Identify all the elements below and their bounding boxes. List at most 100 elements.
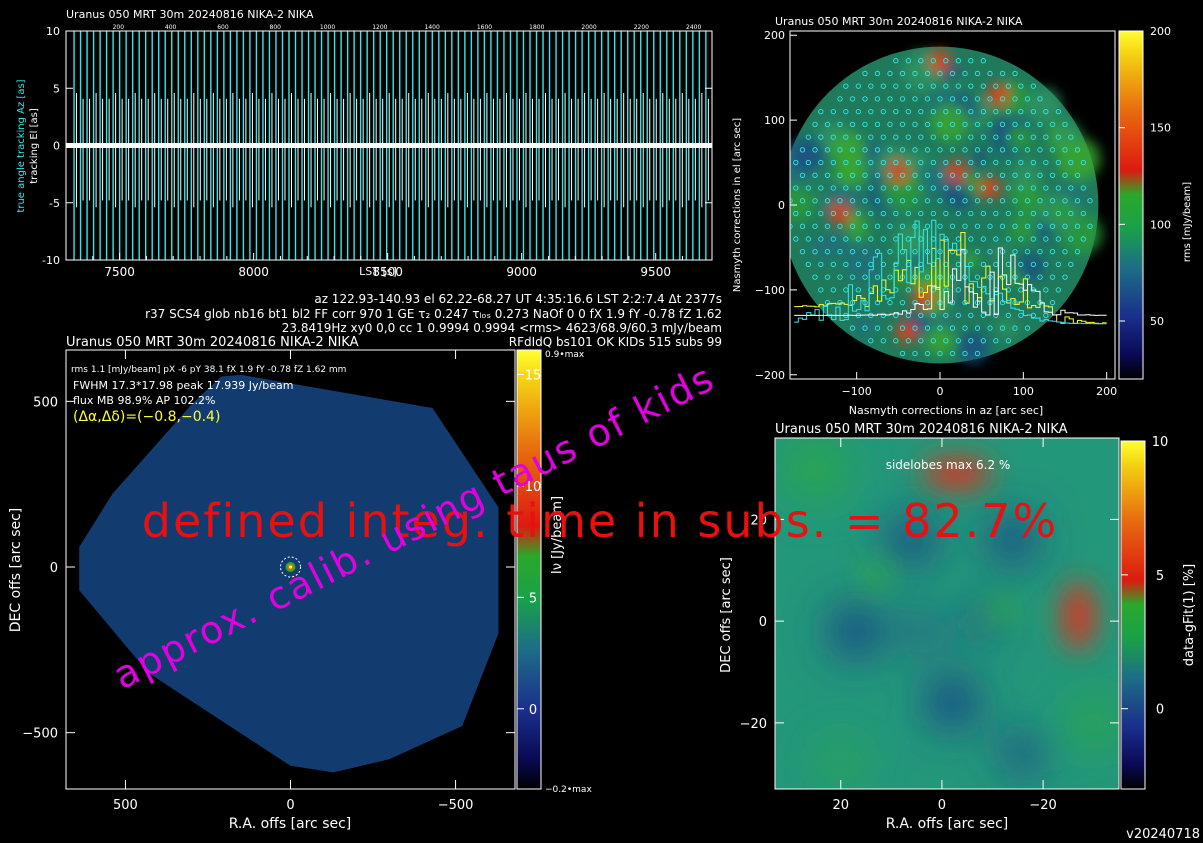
pointing-marker xyxy=(1024,96,1031,102)
nasmyth-x-label: Nasmyth corrections in az [arc sec] xyxy=(849,404,1043,417)
x-tick-label: −500 xyxy=(438,798,474,813)
pointing-marker xyxy=(918,185,924,191)
pointing-marker xyxy=(999,223,1006,229)
pointing-marker xyxy=(980,261,986,268)
texture-blob xyxy=(901,250,924,273)
pointing-marker xyxy=(1005,108,1011,115)
pointing-marker xyxy=(949,172,956,178)
pointing-marker xyxy=(1018,210,1024,217)
texture-blob xyxy=(790,186,815,222)
pointing-marker xyxy=(930,287,936,293)
pointing-marker xyxy=(818,287,824,293)
pointing-marker xyxy=(968,338,974,344)
pointing-marker xyxy=(993,210,999,217)
pointing-marker xyxy=(987,147,993,153)
pointing-marker xyxy=(1012,249,1018,255)
pointing-marker xyxy=(862,70,868,77)
pointing-marker xyxy=(1062,172,1068,178)
pointing-marker xyxy=(899,223,906,229)
pointing-marker xyxy=(1005,134,1011,140)
map-colorbar-ticks: 0 5 10 15 xyxy=(517,369,541,718)
pointing-marker xyxy=(812,274,818,280)
x-tick-label: 0 xyxy=(937,385,944,398)
nasmyth-colorbar-ticks: 50 100 150 200 xyxy=(1119,25,1171,328)
pointing-marker xyxy=(1030,108,1036,115)
pointing-marker xyxy=(830,287,836,293)
pointing-marker xyxy=(937,172,943,178)
pointing-marker xyxy=(1043,108,1049,115)
tracking-x-label: LST [s] xyxy=(359,265,397,278)
pointing-marker xyxy=(924,274,931,280)
pointing-marker xyxy=(987,198,993,204)
residual-low xyxy=(966,605,999,638)
pointing-marker xyxy=(1012,223,1018,229)
map-y-ticks: 500 0 −500 xyxy=(22,395,515,742)
pointing-marker xyxy=(930,312,936,318)
pointing-marker xyxy=(862,96,868,102)
map-colorbar-label: Iν [Jy/beam] xyxy=(550,496,565,574)
nasmyth-title: Uranus 050 MRT 30m 20240816 NIKA-2 NIKA xyxy=(775,15,1023,28)
hot-spot xyxy=(945,160,968,183)
pointing-marker xyxy=(805,134,811,140)
pointing-marker xyxy=(999,121,1006,128)
pointing-marker xyxy=(1018,261,1024,268)
pointing-marker xyxy=(937,121,943,128)
pointing-marker xyxy=(1068,210,1074,217)
pointing-marker xyxy=(968,261,974,268)
pointing-marker xyxy=(837,121,843,128)
tracking-y-label-az: true angle tracking Az [as] xyxy=(16,79,27,212)
pointing-marker xyxy=(980,236,986,242)
residual-base xyxy=(775,438,1119,789)
tracking-baseline xyxy=(66,143,712,148)
cbar-tick-label: 200 xyxy=(1150,25,1171,38)
x-tick-label: 20 xyxy=(832,798,849,813)
pointing-marker xyxy=(930,83,936,89)
pointing-marker xyxy=(849,96,856,102)
pointing-marker xyxy=(874,172,881,178)
pointing-marker xyxy=(1049,299,1056,306)
pointing-marker xyxy=(1037,223,1043,229)
pointing-marker xyxy=(880,83,886,89)
pointing-marker xyxy=(962,350,968,357)
subscan-label: 600 xyxy=(217,24,229,31)
pointing-marker xyxy=(980,185,986,191)
residual-frame xyxy=(774,437,1120,790)
pointing-marker xyxy=(1018,83,1024,89)
x-tick-label: 7500 xyxy=(104,265,135,279)
pointing-marker xyxy=(905,108,911,115)
pointing-marker xyxy=(805,159,811,166)
nasmyth-x-ticks: −100 0 100 200 xyxy=(842,372,1117,398)
pointing-marker xyxy=(949,121,956,128)
pointing-marker xyxy=(962,223,968,229)
info-line-1: az 122.93-140.93 el 62.22-68.27 UT 4:35:… xyxy=(314,292,722,306)
pointing-marker xyxy=(943,287,949,293)
pointing-marker xyxy=(849,121,856,128)
pointing-marker xyxy=(843,210,849,217)
residual-blob xyxy=(864,563,889,588)
pointing-marker xyxy=(855,185,861,191)
y-tick-label: −500 xyxy=(22,727,58,742)
pointing-marker xyxy=(1037,274,1043,280)
map-x-label: R.A. offs [arc sec] xyxy=(229,816,352,832)
pointing-marker xyxy=(1068,159,1074,166)
pointing-marker xyxy=(968,210,974,217)
pointing-marker xyxy=(912,70,918,77)
pointing-marker xyxy=(955,338,961,344)
pointing-marker xyxy=(868,159,874,166)
pointing-marker xyxy=(862,198,868,204)
pointing-marker xyxy=(962,172,968,178)
subscan-label: 1200 xyxy=(372,24,387,31)
texture-blob xyxy=(1055,122,1079,146)
residual-mid xyxy=(820,743,861,784)
tracking-subscan-labels: 200 400 600 800 1000 1200 1400 1600 1800 2000 2200… xyxy=(113,24,702,31)
pointing-marker xyxy=(887,223,893,229)
pointing-marker xyxy=(843,108,849,115)
pointing-marker xyxy=(793,159,799,166)
texture-blob xyxy=(830,132,867,169)
pointing-marker xyxy=(962,198,968,204)
pointing-marker xyxy=(799,249,806,255)
subscan-label: 1400 xyxy=(425,24,440,31)
pointing-marker xyxy=(1043,210,1049,217)
pointing-marker xyxy=(999,96,1006,102)
pointing-marker xyxy=(893,185,899,191)
